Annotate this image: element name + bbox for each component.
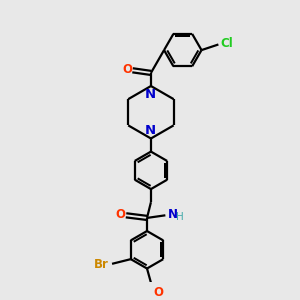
Text: O: O (116, 208, 125, 221)
Text: N: N (144, 124, 156, 136)
Text: N: N (144, 88, 156, 101)
Text: O: O (154, 286, 164, 299)
Text: Br: Br (94, 258, 109, 271)
Text: H: H (176, 212, 183, 222)
Text: Cl: Cl (220, 37, 233, 50)
Text: O: O (122, 63, 132, 76)
Text: N: N (168, 208, 178, 221)
